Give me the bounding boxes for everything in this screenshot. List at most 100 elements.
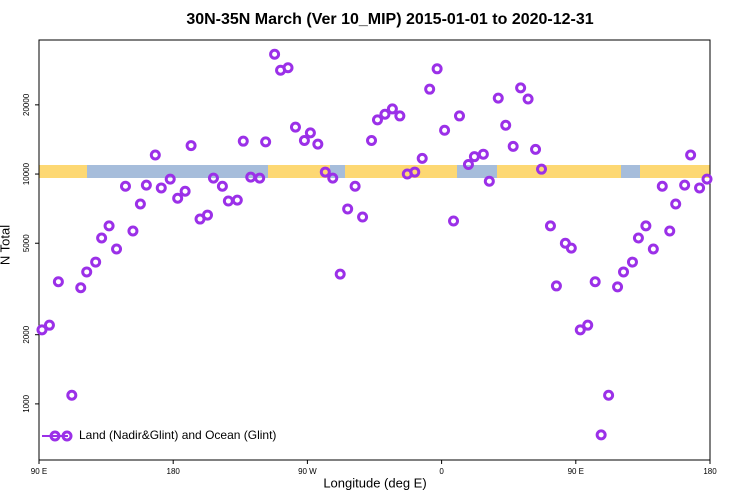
x-tick-label: 90 W <box>298 467 317 476</box>
point <box>43 319 55 331</box>
point <box>179 185 191 197</box>
x-tick-label: 90 E <box>31 467 47 476</box>
point <box>119 180 131 192</box>
point <box>589 276 601 288</box>
y-tick-label: 2000 <box>22 325 31 343</box>
point <box>394 110 406 122</box>
point <box>626 256 638 268</box>
point <box>231 194 243 206</box>
point <box>111 243 123 255</box>
point <box>483 175 495 187</box>
land-ocean-band <box>39 165 710 178</box>
point <box>149 149 161 161</box>
point <box>334 268 346 280</box>
point <box>357 211 369 223</box>
point <box>269 48 281 60</box>
point <box>453 110 465 122</box>
y-tick-label: 1000 <box>22 394 31 412</box>
y-tick-label: 5000 <box>22 234 31 252</box>
point <box>36 324 48 336</box>
point <box>550 280 562 292</box>
point <box>500 119 512 131</box>
point <box>134 198 146 210</box>
point <box>664 225 676 237</box>
point <box>595 429 607 441</box>
point <box>52 276 64 288</box>
point <box>103 220 115 232</box>
x-tick-label: 90 E <box>568 467 584 476</box>
x-tick-label: 0 <box>439 467 444 476</box>
point <box>222 195 234 207</box>
point <box>386 103 398 115</box>
point <box>342 203 354 215</box>
point <box>216 180 228 192</box>
point <box>603 389 615 401</box>
point <box>647 243 659 255</box>
point <box>694 182 706 194</box>
point <box>656 180 668 192</box>
point <box>670 198 682 210</box>
point <box>431 63 443 75</box>
point <box>468 151 480 163</box>
x-tick-label: 180 <box>703 467 717 476</box>
land-band <box>497 165 621 178</box>
point <box>282 62 294 74</box>
legend-marker <box>49 430 61 442</box>
legend-label: Land (Nadir&Glint) and Ocean (Glint) <box>79 428 276 442</box>
point <box>612 281 624 293</box>
point <box>574 324 586 336</box>
point <box>536 163 548 175</box>
point <box>237 135 249 147</box>
land-band <box>345 165 457 178</box>
plot-frame <box>38 39 711 461</box>
point <box>96 232 108 244</box>
point <box>371 114 383 126</box>
x-axis-label: Longitude (deg E) <box>323 475 426 490</box>
point <box>289 121 301 133</box>
point <box>640 220 652 232</box>
point <box>424 83 436 95</box>
point <box>632 232 644 244</box>
point <box>379 108 391 120</box>
point <box>327 172 339 184</box>
point <box>416 152 428 164</box>
y-tick-label: 20000 <box>22 93 31 116</box>
point <box>164 173 176 185</box>
point <box>312 138 324 150</box>
point <box>701 173 713 185</box>
point <box>439 124 451 136</box>
land-band <box>39 165 87 178</box>
point <box>492 92 504 104</box>
point <box>565 242 577 254</box>
point <box>127 225 139 237</box>
point <box>515 82 527 94</box>
point <box>207 172 219 184</box>
point <box>254 172 266 184</box>
point <box>582 319 594 331</box>
point <box>366 134 378 146</box>
point <box>685 149 697 161</box>
point <box>349 180 361 192</box>
point <box>618 266 630 278</box>
y-tick-label: 10000 <box>22 162 31 185</box>
x-tick-label: 180 <box>167 467 181 476</box>
point <box>260 136 272 148</box>
point <box>75 282 87 294</box>
y-axis-label: N Total <box>0 225 12 265</box>
land-band <box>268 165 330 178</box>
point <box>140 179 152 191</box>
point <box>462 159 474 171</box>
point <box>304 127 316 139</box>
point <box>319 166 331 178</box>
point <box>81 266 93 278</box>
point <box>530 143 542 155</box>
point <box>507 140 519 152</box>
point <box>448 215 460 227</box>
point <box>409 166 421 178</box>
point <box>477 148 489 160</box>
point <box>172 192 184 204</box>
point <box>522 93 534 105</box>
land-band <box>640 165 710 178</box>
point <box>201 209 213 221</box>
